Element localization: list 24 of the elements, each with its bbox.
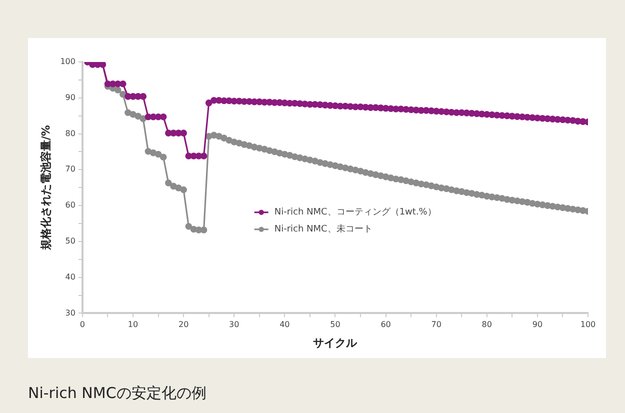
x-tick-label: 10 [128,320,138,330]
y-tick-label: 70 [65,164,76,174]
x-axis-title: サイクル [313,336,358,350]
y-tick-label: 30 [65,308,76,318]
x-tick-label: 100 [580,320,596,330]
y-tick-label: 60 [65,200,76,210]
y-tick-label: 100 [60,57,76,66]
y-tick-label: 90 [65,92,76,102]
y-tick-label: 50 [65,236,76,246]
x-tick-label: 0 [80,320,86,330]
x-tick-label: 60 [380,320,391,330]
text: Ni-rich NMCの安定化の例 [28,384,206,403]
y-tick-label: 40 [65,272,76,282]
y-tick-label: 80 [65,128,76,138]
y-axis-title: 規格化された電池容量/% [39,125,52,252]
x-tick-label: 90 [532,320,543,330]
x-tick-label: 40 [280,320,290,330]
legend-label: Ni-rich NMC、コーティング（1wt.%） [274,206,436,218]
x-tick-label: 70 [431,320,442,330]
x-tick-label: 80 [482,320,492,330]
legend-label: Ni-rich NMC、未コート [274,224,372,235]
x-tick-label: 20 [178,320,189,330]
x-tick-label: 50 [330,320,340,330]
x-tick-label: 30 [229,320,240,330]
